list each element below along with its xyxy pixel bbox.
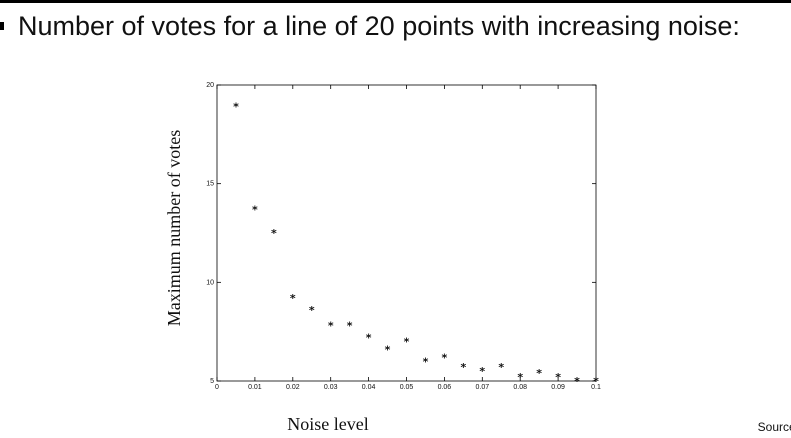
data-point-18: * <box>574 375 580 388</box>
data-point-5: * <box>328 320 334 333</box>
tick-labels: 0 0.01 0.02 0.03 0.04 0.05 0.06 0.07 0.08 0.09 0.1… <box>206 82 601 391</box>
source-note: Source: <box>757 420 791 434</box>
data-point-12: * <box>460 361 466 374</box>
data-point-16: * <box>536 367 542 380</box>
x-tick-label-1: 0.01 <box>248 384 262 391</box>
top-rule <box>0 0 791 3</box>
x-tick-label-8: 0.08 <box>513 384 527 391</box>
data-point-6: * <box>347 320 353 333</box>
data-point-10: * <box>423 355 429 368</box>
bullet-marker <box>0 22 4 30</box>
data-point-15: * <box>517 371 523 384</box>
x-tick-label-6: 0.06 <box>438 384 452 391</box>
y-tick-label-0: 5 <box>210 378 214 385</box>
x-tick-label-0: 0 <box>215 384 219 391</box>
y-tick-label-1: 10 <box>206 279 214 286</box>
x-tick-label-10: 0.1 <box>591 384 601 391</box>
slide-heading: Number of votes for a line of 20 points … <box>18 11 740 41</box>
data-point-17: * <box>555 371 561 384</box>
data-point-4: * <box>309 304 315 317</box>
data-point-14: * <box>498 361 504 374</box>
data-point-11: * <box>442 351 448 364</box>
x-axis-label: Noise level <box>287 414 368 434</box>
x-tick-label-5: 0.05 <box>400 384 414 391</box>
data-point-0: * <box>233 101 239 114</box>
y-tick-label-3: 20 <box>206 82 214 89</box>
data-point-9: * <box>404 336 410 349</box>
x-tick-label-7: 0.07 <box>475 384 489 391</box>
x-tick-label-9: 0.09 <box>551 384 565 391</box>
x-tick-label-3: 0.03 <box>324 384 338 391</box>
data-point-1: * <box>252 203 258 216</box>
y-axis-label: Maximum number of votes <box>164 130 184 326</box>
data-point-7: * <box>366 332 372 345</box>
data-point-13: * <box>479 365 485 378</box>
data-point-3: * <box>290 292 296 305</box>
x-tick-label-2: 0.02 <box>286 384 300 391</box>
data-point-8: * <box>385 343 391 356</box>
y-tick-label-2: 15 <box>206 181 214 188</box>
data-point-19: * <box>593 375 599 388</box>
axis-ticks <box>216 84 597 382</box>
x-tick-label-4: 0.04 <box>362 384 376 391</box>
data-point-2: * <box>271 227 277 240</box>
data-points: * * * * * * * * * * * * * * * * * * * * <box>233 101 599 388</box>
